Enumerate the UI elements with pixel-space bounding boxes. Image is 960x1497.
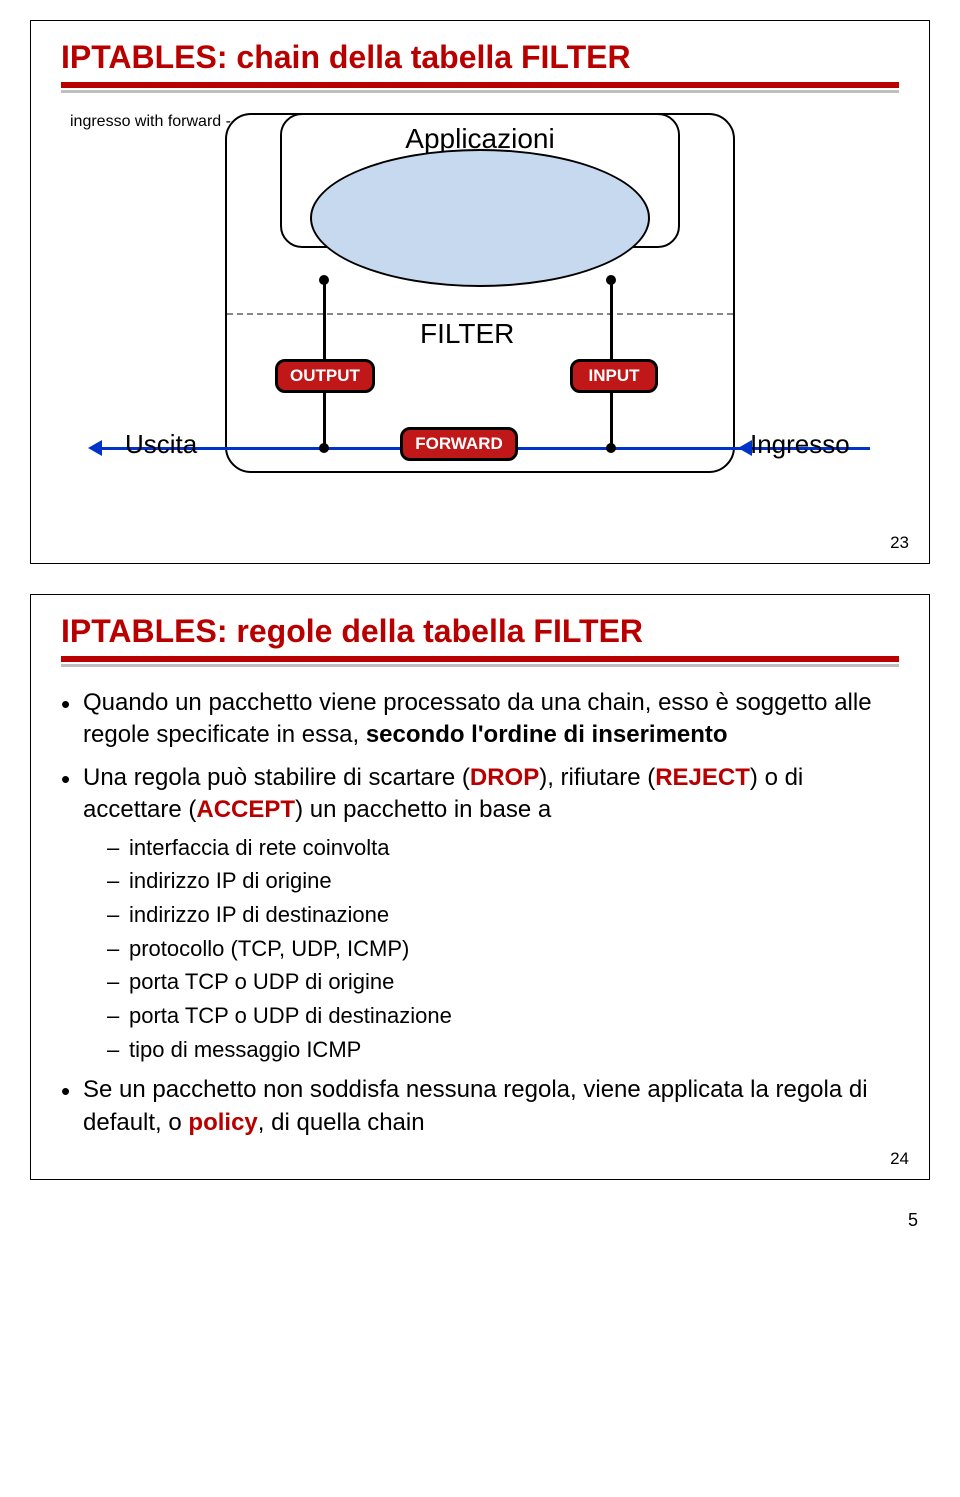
forward-chain-box: FORWARD: [400, 427, 518, 461]
app-ellipse: [310, 149, 650, 287]
bullet-3: Se un pacchetto non soddisfa nessuna reg…: [61, 1074, 899, 1139]
title-underline-2: [61, 656, 899, 667]
slide-title-2: IPTABLES: regole della tabella FILTER: [61, 613, 899, 650]
sub-4: protocollo (TCP, UDP, ICMP): [107, 934, 899, 964]
title-underline-1: [61, 82, 899, 93]
input-chain-box: INPUT: [570, 359, 658, 393]
output-dot-top: [319, 275, 329, 285]
b2-mid1: ), rifiutare (: [539, 764, 655, 791]
bullet-list: Quando un pacchetto viene processato da …: [61, 687, 899, 1139]
bullet-1: Quando un pacchetto viene processato da …: [61, 687, 899, 752]
b3-post: , di quella chain: [258, 1109, 425, 1136]
sub-5: porta TCP o UDP di origine: [107, 967, 899, 997]
b2-post: ) un pacchetto in base a: [295, 796, 551, 823]
slide-title-1: IPTABLES: chain della tabella FILTER: [61, 39, 899, 76]
slide-number-1: 23: [890, 533, 909, 553]
slide-1: IPTABLES: chain della tabella FILTER ing…: [30, 20, 930, 564]
slide-number-2: 24: [890, 1149, 909, 1169]
filter-diagram: ingresso with forward --> Applicazioni F…: [70, 113, 890, 493]
ingresso-label: Ingresso: [750, 429, 850, 460]
input-dot-top: [606, 275, 616, 285]
keyword-accept: ACCEPT: [196, 796, 295, 823]
sub-7: tipo di messaggio ICMP: [107, 1035, 899, 1065]
b1-bold: secondo l'ordine di inserimento: [366, 721, 728, 748]
sub-1: interfaccia di rete coinvolta: [107, 833, 899, 863]
output-chain-box: OUTPUT: [275, 359, 375, 393]
output-dot-bot: [319, 443, 329, 453]
slide-2: IPTABLES: regole della tabella FILTER Qu…: [30, 594, 930, 1180]
b2-pre: Una regola può stabilire di scartare (: [83, 764, 470, 791]
output-conn-top: [323, 281, 326, 361]
bullet-2: Una regola può stabilire di scartare (DR…: [61, 762, 899, 1065]
keyword-drop: DROP: [470, 764, 539, 791]
arrow-uscita: [88, 440, 102, 456]
dashed-divider: [227, 313, 733, 315]
uscita-label: Uscita: [125, 429, 197, 460]
footer-page-number: 5: [30, 1210, 930, 1231]
keyword-policy: policy: [188, 1109, 257, 1136]
filter-label: FILTER: [420, 318, 514, 350]
sub-2: indirizzo IP di origine: [107, 866, 899, 896]
input-dot-bot: [606, 443, 616, 453]
input-conn-top: [610, 281, 613, 361]
output-conn-bot: [323, 391, 326, 446]
sub-bullet-list: interfaccia di rete coinvolta indirizzo …: [107, 833, 899, 1065]
input-conn-bot: [610, 391, 613, 446]
sub-6: porta TCP o UDP di destinazione: [107, 1001, 899, 1031]
sub-3: indirizzo IP di destinazione: [107, 900, 899, 930]
keyword-reject: REJECT: [655, 764, 750, 791]
